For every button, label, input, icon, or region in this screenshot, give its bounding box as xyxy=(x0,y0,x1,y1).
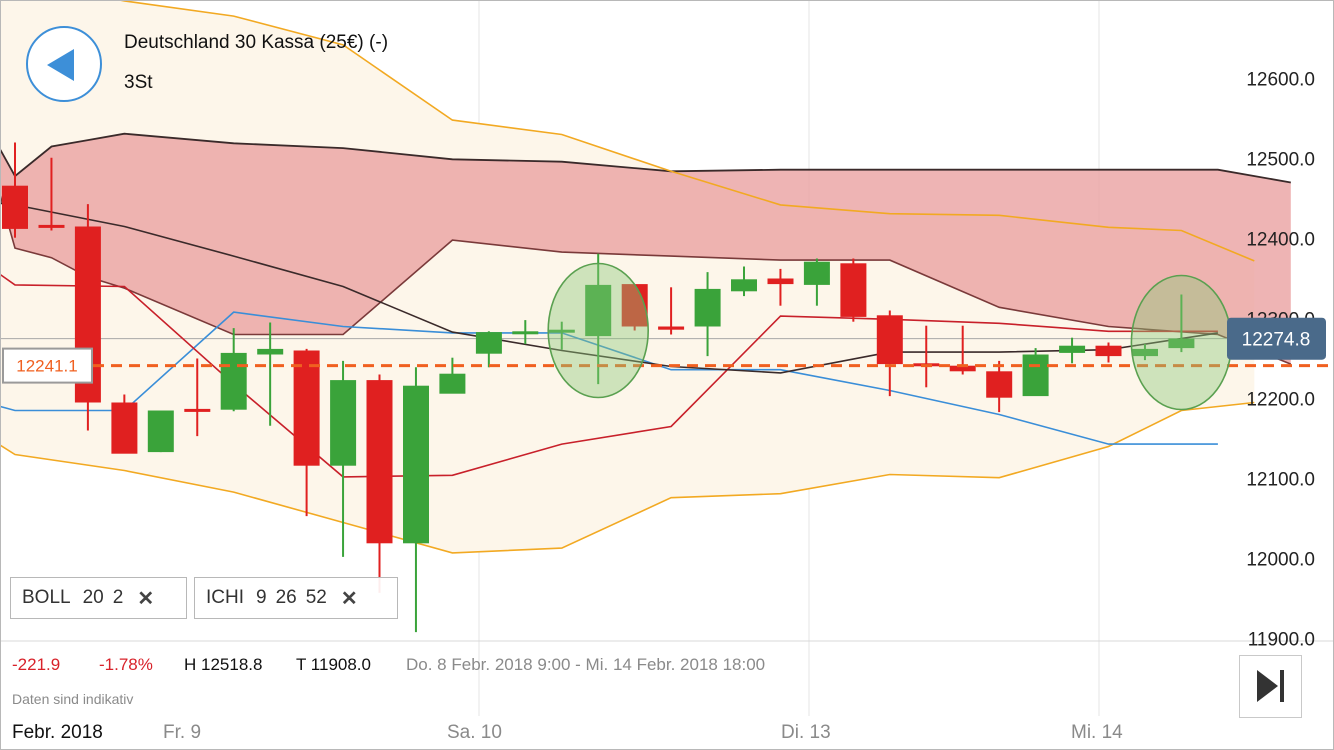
back-arrow-icon xyxy=(47,49,74,81)
candle-body xyxy=(38,224,65,228)
y-axis-tick-label: 12600.0 xyxy=(1246,70,1315,91)
candle-body xyxy=(512,331,539,335)
indicator-param: 2 xyxy=(112,587,124,608)
candle-body xyxy=(876,315,903,365)
candle-body xyxy=(731,279,757,292)
candle-body xyxy=(257,348,284,355)
instrument-title: Deutschland 30 Kassa (25€) (-) xyxy=(124,32,389,53)
change-percent: -1.78% xyxy=(99,655,153,674)
bollinger-lower-line xyxy=(1,401,1255,554)
y-axis-tick-label: 11900.0 xyxy=(1248,630,1315,651)
y-axis-tick-label: 12500.0 xyxy=(1246,150,1315,171)
change-value: -221.9 xyxy=(12,655,61,674)
candle-body xyxy=(767,278,794,285)
highlight-circle xyxy=(1130,274,1233,411)
candle-body xyxy=(840,263,867,317)
low-value: T 11908.0 xyxy=(296,655,371,674)
indicator-param: 26 xyxy=(275,587,297,608)
disclaimer: Daten sind indikativ xyxy=(12,691,134,707)
candle-body xyxy=(621,284,648,327)
skip-forward-icon xyxy=(1257,670,1284,702)
chikou-line xyxy=(1,202,1219,374)
candle-body xyxy=(1022,354,1049,397)
kijun-line xyxy=(1,274,1218,478)
candle-body xyxy=(803,261,830,285)
indicator-chip-boll[interactable]: BOLL 20 2 ✕ xyxy=(10,577,187,619)
y-axis-tick-label: 12200.0 xyxy=(1246,390,1315,411)
candle-body xyxy=(1095,345,1122,357)
candle-body xyxy=(366,380,393,544)
candle-body xyxy=(949,365,976,372)
x-axis-label: Febr. 2018 xyxy=(12,722,103,743)
candle-body xyxy=(1059,345,1086,353)
candle-body xyxy=(475,332,502,354)
indicator-name: BOLL xyxy=(22,587,71,608)
tenkan-line xyxy=(1,311,1218,445)
last-price-value: 12274.8 xyxy=(1242,330,1311,351)
last-price-badge xyxy=(1227,317,1326,360)
ichimoku-cloud xyxy=(1,133,1291,365)
candle-body xyxy=(220,352,247,410)
indicator-param: 9 xyxy=(256,587,267,608)
high-value: H 12518.8 xyxy=(184,655,263,674)
candle-body xyxy=(330,380,357,466)
candle-body xyxy=(658,326,685,330)
reference-price-badge xyxy=(2,347,93,384)
close-icon[interactable]: ✕ xyxy=(137,587,155,610)
x-axis-label: Sa. 10 xyxy=(447,722,502,743)
candle-body xyxy=(403,385,429,544)
candle-body xyxy=(548,329,575,333)
cloud-span-b-line xyxy=(1,132,1291,184)
bollinger-upper-line xyxy=(120,1,1255,262)
date-range: Do. 8 Febr. 2018 9:00 - Mi. 14 Febr. 201… xyxy=(406,655,766,674)
candle-body xyxy=(147,410,174,453)
candle-body xyxy=(986,371,1013,398)
highlight-circle xyxy=(547,262,650,399)
candle-body xyxy=(111,402,138,454)
cloud-span-a-line xyxy=(1,195,1292,365)
indicator-param: 20 xyxy=(82,587,104,608)
candle-body xyxy=(1132,348,1158,357)
indicator-chip-ichi[interactable]: ICHI 9 26 52 ✕ xyxy=(194,577,398,619)
y-axis-tick-label: 12000.0 xyxy=(1246,550,1315,571)
candle-body xyxy=(439,373,466,394)
back-button[interactable] xyxy=(26,26,102,102)
candle-body xyxy=(2,185,28,229)
interval-label[interactable]: 3St xyxy=(124,72,153,93)
indicator-name: ICHI xyxy=(206,587,244,608)
candle-body xyxy=(694,288,721,327)
x-axis-label: Di. 13 xyxy=(781,722,831,743)
y-axis-tick-label: 12100.0 xyxy=(1246,470,1315,491)
candle-body xyxy=(1168,338,1195,349)
candle-body xyxy=(585,284,612,337)
jump-to-latest-button[interactable] xyxy=(1239,655,1302,718)
x-axis-label: Mi. 14 xyxy=(1071,722,1123,743)
reference-price-value: 12241.1 xyxy=(16,357,77,376)
indicator-param: 52 xyxy=(305,587,327,608)
x-axis-label: Fr. 9 xyxy=(163,722,202,743)
close-icon[interactable]: ✕ xyxy=(340,587,358,610)
candle-body xyxy=(184,408,211,412)
y-axis-tick-label: 12400.0 xyxy=(1246,230,1315,251)
candle-body xyxy=(293,350,320,466)
